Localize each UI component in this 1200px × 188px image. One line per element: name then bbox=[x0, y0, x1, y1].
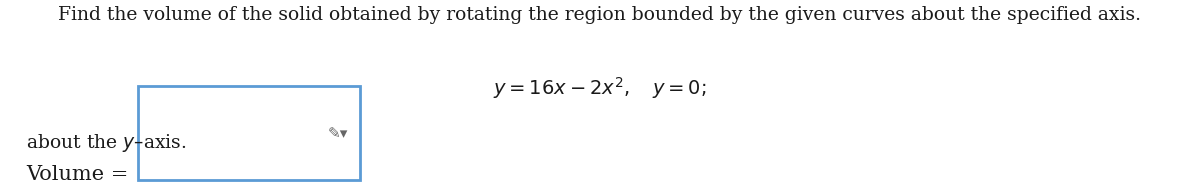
Text: $y = 16x - 2x^2, \quad y = 0;$: $y = 16x - 2x^2, \quad y = 0;$ bbox=[493, 75, 707, 101]
FancyBboxPatch shape bbox=[138, 86, 360, 180]
Text: Find the volume of the solid obtained by rotating the region bounded by the give: Find the volume of the solid obtained by… bbox=[59, 6, 1141, 24]
Text: about the $y$–axis.: about the $y$–axis. bbox=[26, 132, 187, 154]
Text: Volume =: Volume = bbox=[26, 165, 128, 184]
Text: ✎▾: ✎▾ bbox=[328, 126, 348, 141]
